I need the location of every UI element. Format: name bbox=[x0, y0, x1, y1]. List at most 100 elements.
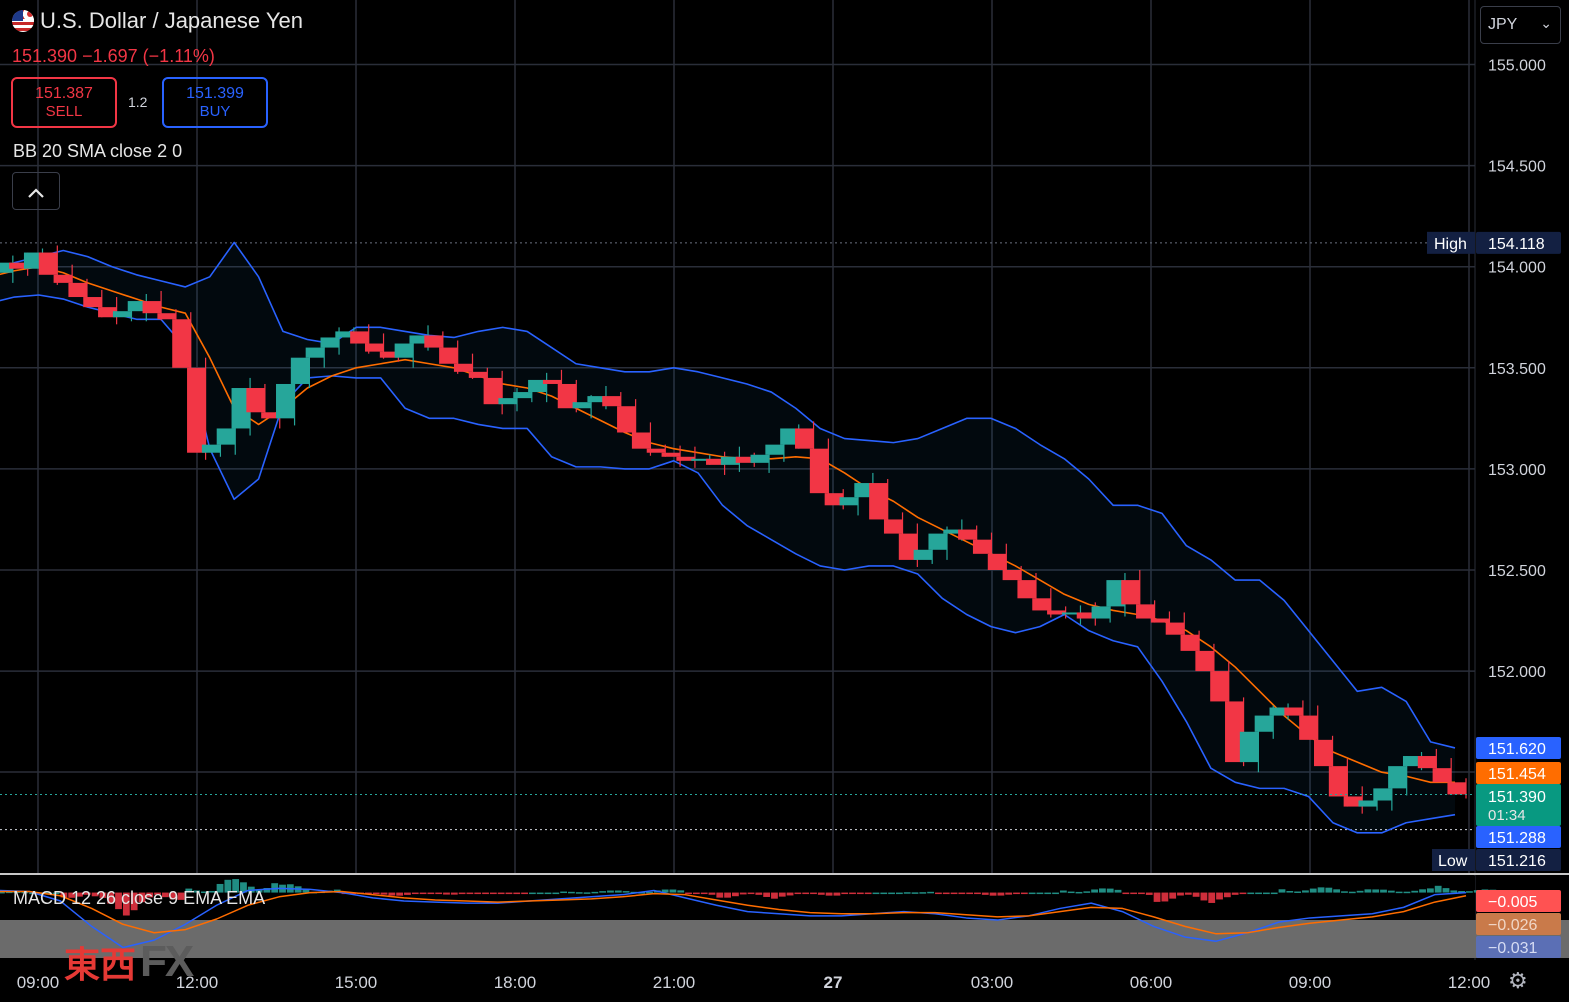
candle-body bbox=[602, 396, 621, 407]
macd-histogram-bar bbox=[903, 892, 911, 894]
candle-body bbox=[913, 549, 933, 560]
macd-histogram-bar bbox=[44, 892, 52, 895]
price-change-percent: (−1.11%) bbox=[142, 46, 215, 66]
candle-body bbox=[557, 383, 577, 409]
macd-histogram-bar bbox=[419, 892, 427, 895]
macd-histogram-bar bbox=[154, 892, 161, 895]
candle-body bbox=[394, 343, 414, 358]
macd-histogram-bar bbox=[700, 892, 708, 895]
x-tick-label: 21:00 bbox=[653, 973, 696, 992]
macd-histogram-bar bbox=[614, 890, 622, 893]
candle-body bbox=[38, 252, 58, 275]
macd-histogram-bar bbox=[895, 892, 903, 895]
macd-histogram-bar bbox=[1333, 889, 1341, 893]
settings-gear-icon[interactable]: ⚙ bbox=[1508, 968, 1528, 993]
candle-body bbox=[483, 377, 503, 405]
macd-histogram-bar bbox=[1184, 892, 1192, 895]
macd-histogram-bar bbox=[1020, 892, 1028, 895]
y-tick-label: 153.000 bbox=[1488, 462, 1546, 479]
macd-legend[interactable]: MACD 12 26 close 9 EMA EMA bbox=[13, 888, 266, 908]
candle-body bbox=[320, 337, 340, 348]
y-tick-label: 154.000 bbox=[1488, 260, 1546, 277]
macd-histogram-bar bbox=[1169, 892, 1177, 899]
macd-histogram-bar bbox=[927, 891, 935, 894]
candle-body bbox=[261, 412, 280, 419]
candle-body bbox=[498, 398, 517, 405]
macd-histogram-bar bbox=[958, 892, 966, 895]
sell-button[interactable]: 151.387 SELL bbox=[11, 77, 117, 128]
macd-histogram-bar bbox=[83, 892, 91, 895]
currency-dropdown[interactable]: JPY ⌄ bbox=[1480, 6, 1561, 44]
macd-histogram-bar bbox=[185, 888, 193, 893]
candle-body bbox=[1136, 604, 1155, 619]
symbol-title[interactable]: U.S. Dollar / Japanese Yen bbox=[40, 8, 303, 33]
candle-body bbox=[883, 519, 903, 534]
macd-histogram-bar bbox=[177, 892, 185, 900]
candle-body bbox=[928, 533, 948, 550]
macd-histogram-bar bbox=[208, 890, 216, 893]
macd-histogram-bar bbox=[13, 891, 21, 894]
macd-histogram-bar bbox=[888, 892, 895, 895]
candle-body bbox=[513, 392, 532, 399]
macd-histogram-bar bbox=[1138, 892, 1145, 895]
macd-histogram-bar bbox=[1005, 892, 1013, 895]
candle-body bbox=[1343, 796, 1363, 807]
spread-value: 1.2 bbox=[128, 94, 148, 110]
candle-body bbox=[1017, 580, 1036, 599]
high-value-tag: 154.118 bbox=[1488, 236, 1545, 253]
candle-body bbox=[290, 357, 310, 384]
macd-histogram-bar bbox=[1364, 889, 1372, 893]
candle-body bbox=[127, 301, 147, 312]
x-tick-label: 27 bbox=[824, 973, 843, 992]
bollinger-legend[interactable]: BB 20 SMA close 2 0 bbox=[13, 141, 183, 161]
macd-histogram-bar bbox=[864, 892, 872, 895]
collapse-legend-button[interactable] bbox=[12, 172, 60, 210]
macd-histogram-bar bbox=[161, 892, 169, 898]
macd-histogram-bar bbox=[1294, 891, 1302, 893]
bb-lower-tag-bg bbox=[1476, 826, 1561, 848]
macd-histogram-bar bbox=[271, 883, 279, 893]
macd-line-tag: −0.031 bbox=[1488, 940, 1537, 957]
candle-body bbox=[987, 553, 1007, 570]
price-change: −1.697 bbox=[82, 46, 138, 66]
candle-body bbox=[201, 444, 221, 453]
high-value-tag-bg bbox=[1476, 231, 1561, 254]
macd-histogram-bar bbox=[833, 892, 841, 896]
macd-histogram-bar bbox=[130, 892, 138, 911]
candle-body bbox=[1254, 715, 1274, 732]
macd-hist-tag: −0.005 bbox=[1488, 894, 1537, 911]
macd-histogram-bar bbox=[966, 892, 974, 895]
candle-body bbox=[691, 458, 710, 461]
macd-histogram-bar bbox=[607, 890, 614, 893]
macd-histogram-bar bbox=[52, 892, 60, 895]
candle-body bbox=[1299, 715, 1318, 740]
macd-histogram-bar bbox=[302, 889, 310, 893]
macd-histogram-bar bbox=[1114, 889, 1122, 893]
macd-histogram-bar bbox=[427, 892, 435, 895]
candle-body bbox=[1121, 580, 1140, 605]
y-tick-label: 152.000 bbox=[1488, 664, 1546, 681]
macd-line-tag-bg bbox=[1476, 936, 1561, 958]
macd-histogram-bar bbox=[677, 890, 685, 893]
buy-button[interactable]: 151.399 BUY bbox=[162, 77, 268, 128]
macd-histogram-bar bbox=[583, 892, 591, 894]
macd-histogram-bar bbox=[950, 892, 958, 895]
y-tick-label: 153.500 bbox=[1488, 361, 1546, 378]
x-tick-label: 06:00 bbox=[1130, 973, 1173, 992]
candle-body bbox=[1091, 606, 1111, 619]
macd-histogram-bar bbox=[1270, 892, 1278, 895]
macd-histogram-bar bbox=[794, 892, 802, 895]
candle-body bbox=[379, 351, 399, 358]
macd-histogram-bar bbox=[372, 892, 380, 895]
candle-body bbox=[1047, 610, 1066, 615]
macd-histogram-bar bbox=[880, 892, 888, 895]
candle-body bbox=[780, 428, 799, 445]
macd-histogram-bar bbox=[497, 892, 505, 895]
macd-histogram-bar bbox=[1099, 888, 1106, 893]
x-tick-label: 18:00 bbox=[494, 973, 537, 992]
macd-histogram-bar bbox=[1466, 891, 1473, 893]
macd-histogram-bar bbox=[942, 892, 950, 895]
macd-histogram-bar bbox=[435, 892, 443, 895]
macd-histogram-bar bbox=[599, 891, 607, 893]
